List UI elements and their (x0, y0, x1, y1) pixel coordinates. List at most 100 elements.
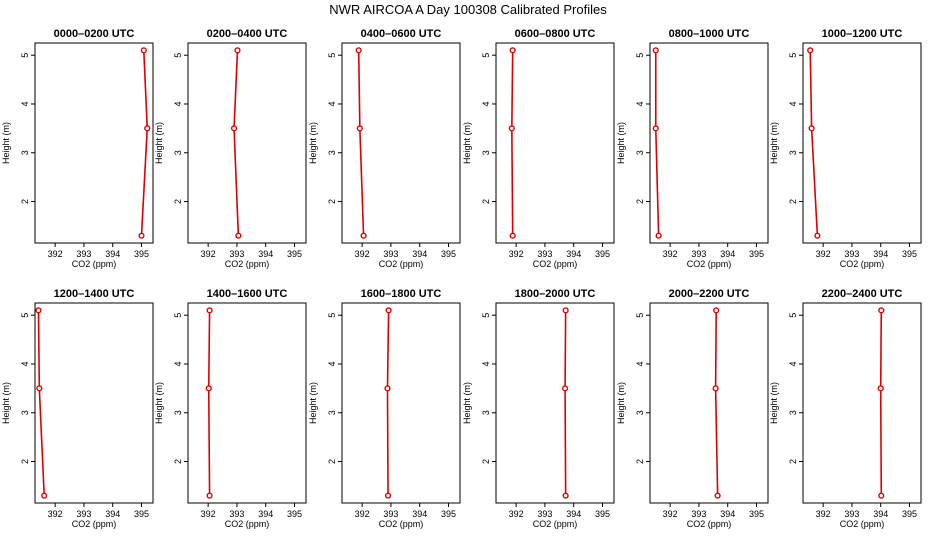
profile-line (207, 310, 211, 496)
profile-line (879, 310, 883, 496)
x-tick-label: 394 (105, 249, 120, 259)
y-tick-label: 4 (327, 361, 337, 366)
profile-line (654, 50, 660, 236)
profile-point (384, 385, 391, 392)
x-tick-label: 395 (902, 249, 917, 259)
y-axis-label: Height (m) (616, 122, 626, 164)
panel-12: 2200–2400 UTC 392 393 394 395 2 3 4 5 CO2 (ppm) He… (769, 288, 922, 529)
profile-line (511, 50, 514, 236)
profile-line (140, 50, 149, 236)
x-tick-label: 392 (816, 509, 831, 519)
profile-point (35, 307, 42, 314)
x-axis-label: CO2 (ppm) (840, 519, 885, 529)
panel-title: 2000–2200 UTC (669, 288, 750, 300)
plot-frame (341, 302, 461, 504)
y-axis-label: Height (m) (1, 122, 11, 164)
plot-frame (34, 42, 154, 244)
panel-title: 0000–0200 UTC (54, 28, 135, 40)
x-tick-label: 394 (873, 249, 888, 259)
y-axis-label: Height (m) (1, 382, 11, 424)
y-tick-label: 3 (327, 150, 337, 155)
profile-line (564, 310, 567, 496)
x-axis-label: CO2 (ppm) (687, 259, 732, 269)
y-tick-label: 5 (327, 313, 337, 318)
profile-point (562, 307, 569, 314)
plot-frame (34, 302, 154, 504)
y-tick-label: 5 (481, 53, 491, 58)
profile-point (356, 125, 363, 132)
y-tick-label: 5 (481, 313, 491, 318)
profile-line (233, 50, 240, 236)
profile-point (562, 492, 569, 499)
y-tick-label: 5 (635, 313, 645, 318)
y-axis-label: Height (m) (154, 382, 164, 424)
profile-point (206, 492, 213, 499)
profile-line (809, 50, 819, 236)
y-tick-label: 2 (327, 199, 337, 204)
profile-point (652, 47, 659, 54)
panel-title: 0600–0800 UTC (515, 28, 596, 40)
x-tick-label: 393 (76, 509, 91, 519)
profile-point (360, 232, 367, 239)
profile-line (386, 310, 390, 496)
x-tick-label: 392 (201, 249, 216, 259)
x-tick-label: 393 (383, 509, 398, 519)
y-axis-label: Height (m) (308, 122, 318, 164)
panel-4: 0600–0800 UTC 392 393 394 395 2 3 4 5 CO2 (ppm) He… (462, 28, 615, 269)
x-tick-label: 395 (287, 249, 302, 259)
x-tick-label: 393 (537, 249, 552, 259)
profile-point (807, 47, 814, 54)
y-tick-label: 3 (635, 410, 645, 415)
x-axis-label: CO2 (ppm) (225, 259, 270, 269)
y-tick-label: 5 (173, 53, 183, 58)
y-tick-label: 3 (788, 150, 798, 155)
x-tick-label: 394 (566, 249, 581, 259)
profile-point (712, 385, 719, 392)
panel-5: 0800–1000 UTC 392 393 394 395 2 3 4 5 CO2 (ppm) He… (616, 28, 769, 269)
panel-title: 0200–0400 UTC (207, 28, 288, 40)
x-tick-label: 395 (441, 509, 456, 519)
profile-point (235, 232, 242, 239)
panel-10: 1800–2000 UTC 392 393 394 395 2 3 4 5 CO2 (ppm) He… (462, 288, 615, 529)
profile-point (713, 307, 720, 314)
x-tick-label: 393 (691, 509, 706, 519)
x-tick-label: 392 (201, 509, 216, 519)
x-tick-label: 395 (134, 249, 149, 259)
plot-frame (649, 302, 769, 504)
x-tick-label: 392 (355, 509, 370, 519)
profile-point (509, 232, 516, 239)
x-axis-label: CO2 (ppm) (533, 259, 578, 269)
y-tick-label: 4 (173, 101, 183, 106)
profile-point (878, 307, 885, 314)
profile-line (714, 310, 719, 496)
x-tick-label: 394 (412, 509, 427, 519)
panel-title: 1000–1200 UTC (822, 28, 903, 40)
x-axis-label: CO2 (ppm) (72, 519, 117, 529)
y-tick-label: 2 (788, 459, 798, 464)
x-tick-label: 393 (844, 249, 859, 259)
x-tick-label: 394 (258, 249, 273, 259)
x-tick-label: 393 (537, 509, 552, 519)
profile-point (41, 492, 48, 499)
x-tick-label: 393 (691, 249, 706, 259)
panel-title: 1200–1400 UTC (54, 288, 135, 300)
x-tick-label: 394 (720, 249, 735, 259)
y-tick-label: 3 (20, 150, 30, 155)
x-tick-label: 395 (134, 509, 149, 519)
y-tick-label: 5 (788, 53, 798, 58)
y-axis-label: Height (m) (154, 122, 164, 164)
panel-8: 1400–1600 UTC 392 393 394 395 2 3 4 5 CO2 (ppm) He… (154, 288, 307, 529)
y-tick-label: 3 (481, 150, 491, 155)
profile-point (509, 47, 516, 54)
profile-point (652, 125, 659, 132)
x-tick-label: 394 (873, 509, 888, 519)
profile-point (230, 125, 238, 132)
plot-frame (187, 42, 307, 244)
y-tick-label: 5 (20, 53, 30, 58)
y-tick-label: 4 (173, 361, 183, 366)
x-tick-label: 392 (48, 249, 63, 259)
y-tick-label: 5 (327, 53, 337, 58)
profile-point (140, 47, 147, 54)
x-tick-label: 395 (749, 509, 764, 519)
y-tick-label: 4 (481, 101, 491, 106)
